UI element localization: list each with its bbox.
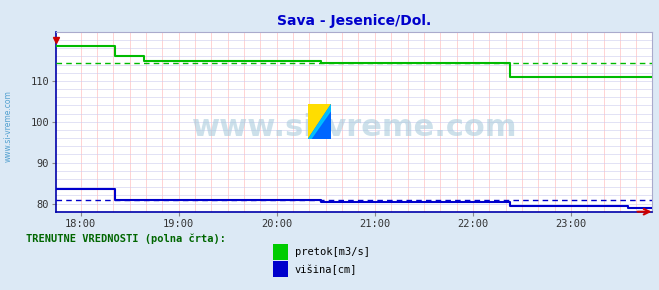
Polygon shape <box>308 104 331 139</box>
Polygon shape <box>308 104 331 139</box>
Polygon shape <box>308 104 331 139</box>
Text: www.si-vreme.com: www.si-vreme.com <box>192 113 517 142</box>
Text: www.si-vreme.com: www.si-vreme.com <box>3 90 13 162</box>
Title: Sava - Jesenice/Dol.: Sava - Jesenice/Dol. <box>277 14 432 28</box>
Text: TRENUTNE VREDNOSTI (polna črta):: TRENUTNE VREDNOSTI (polna črta): <box>26 233 226 244</box>
Text: pretok[m3/s]: pretok[m3/s] <box>295 247 370 257</box>
Text: višina[cm]: višina[cm] <box>295 264 357 275</box>
